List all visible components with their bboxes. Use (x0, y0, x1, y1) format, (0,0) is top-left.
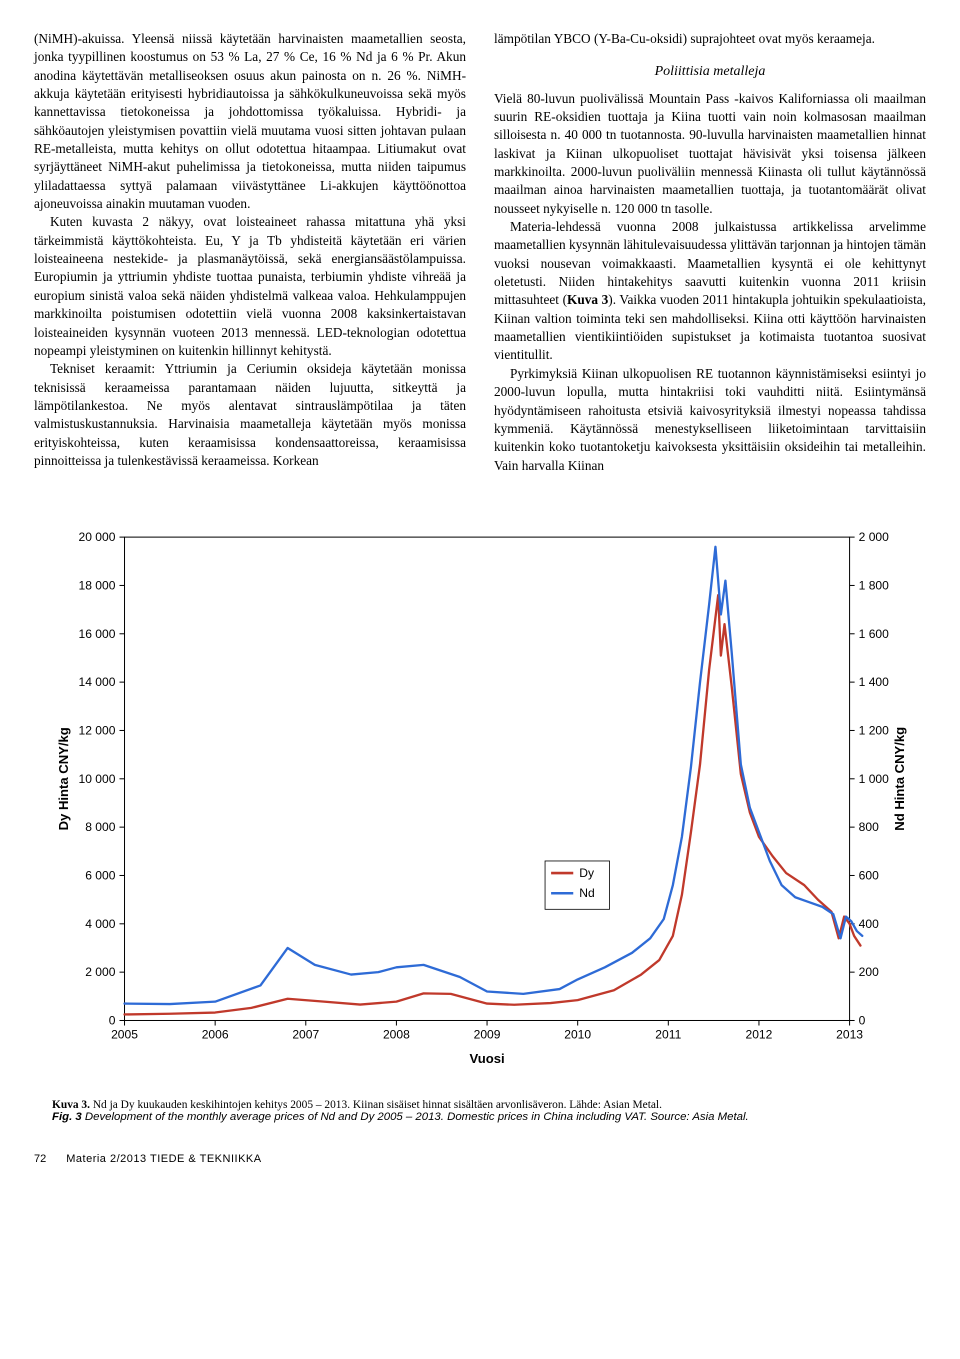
svg-text:2 000: 2 000 (85, 965, 116, 979)
svg-text:2005: 2005 (111, 1027, 138, 1041)
svg-text:14 000: 14 000 (79, 675, 116, 689)
page-number: 72 (34, 1153, 46, 1165)
price-chart: 0 0 2 000 200 4 000 400 6 000 600 8 000 800 10 000… (52, 521, 908, 1085)
left-column: (NiMH)-akuissa. Yleensä niissä käytetään… (34, 30, 466, 475)
para: Vielä 80-luvun puolivälissä Mountain Pas… (494, 90, 926, 218)
svg-text:200: 200 (859, 965, 879, 979)
svg-text:Nd: Nd (579, 886, 594, 900)
svg-text:600: 600 (859, 868, 879, 882)
text-columns: (NiMH)-akuissa. Yleensä niissä käytetään… (34, 30, 926, 475)
svg-text:2006: 2006 (202, 1027, 229, 1041)
svg-text:0: 0 (109, 1013, 116, 1027)
svg-text:1 400: 1 400 (859, 675, 890, 689)
svg-text:8 000: 8 000 (85, 820, 116, 834)
svg-text:2013: 2013 (836, 1027, 863, 1041)
para: lämpötilan YBCO (Y-Ba-Cu-oksidi) suprajo… (494, 30, 926, 48)
svg-text:2008: 2008 (383, 1027, 410, 1041)
para: Kuten kuvasta 2 näkyy, ovat loisteaineet… (34, 213, 466, 360)
chart-container: 0 0 2 000 200 4 000 400 6 000 600 8 000 800 10 000… (52, 521, 908, 1085)
svg-text:Dy: Dy (579, 866, 595, 880)
svg-text:2007: 2007 (292, 1027, 319, 1041)
svg-text:6 000: 6 000 (85, 868, 116, 882)
page-footer: 72 Materia 2/2013 TIEDE & TEKNIIKKA (34, 1153, 926, 1165)
svg-text:1 000: 1 000 (859, 772, 890, 786)
svg-text:16 000: 16 000 (79, 627, 116, 641)
svg-text:800: 800 (859, 820, 879, 834)
subheading: Poliittisia metalleja (494, 62, 926, 81)
para: Pyrkimyksiä Kiinan ulkopuolisen RE tuota… (494, 365, 926, 475)
svg-text:12 000: 12 000 (79, 723, 116, 737)
svg-text:2010: 2010 (564, 1027, 591, 1041)
svg-text:18 000: 18 000 (79, 578, 116, 592)
svg-text:10 000: 10 000 (79, 772, 116, 786)
svg-text:Vuosi: Vuosi (469, 1051, 504, 1066)
para: (NiMH)-akuissa. Yleensä niissä käytetään… (34, 30, 466, 213)
svg-text:1 800: 1 800 (859, 578, 890, 592)
para: Tekniset keraamit: Yttriumin ja Ceriumin… (34, 360, 466, 470)
svg-text:4 000: 4 000 (85, 917, 116, 931)
svg-text:400: 400 (859, 917, 879, 931)
section-label: Materia 2/2013 TIEDE & TEKNIIKKA (66, 1153, 261, 1165)
svg-text:2009: 2009 (474, 1027, 501, 1041)
svg-text:Nd Hinta CNY/kg: Nd Hinta CNY/kg (892, 727, 907, 831)
svg-text:20 000: 20 000 (79, 530, 116, 544)
figure-caption: Kuva 3. Nd ja Dy kuukauden keskihintojen… (52, 1099, 908, 1123)
svg-text:2 000: 2 000 (859, 530, 890, 544)
svg-text:2011: 2011 (655, 1027, 681, 1041)
svg-text:1 200: 1 200 (859, 723, 890, 737)
right-column: lämpötilan YBCO (Y-Ba-Cu-oksidi) suprajo… (494, 30, 926, 475)
svg-text:0: 0 (859, 1013, 866, 1027)
para: Materia-lehdessä vuonna 2008 julkaistuss… (494, 218, 926, 365)
svg-text:1 600: 1 600 (859, 627, 890, 641)
svg-text:Dy Hinta CNY/kg: Dy Hinta CNY/kg (56, 727, 71, 830)
svg-text:2012: 2012 (746, 1027, 773, 1041)
